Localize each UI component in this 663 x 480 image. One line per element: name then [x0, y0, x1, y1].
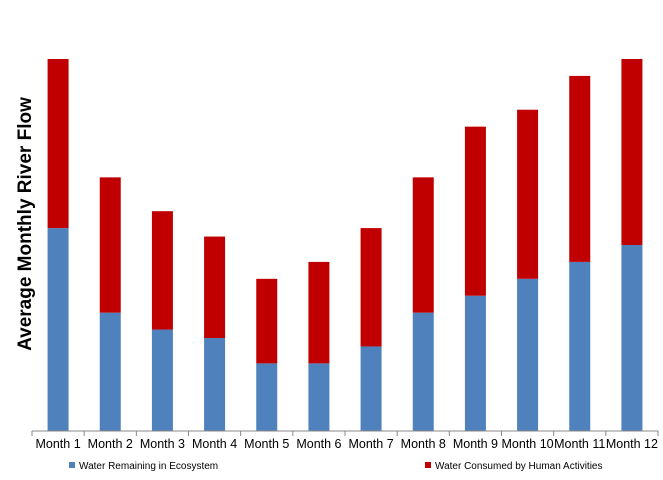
x-tick-label: Month 6	[296, 437, 341, 451]
bar-human-activities-10	[517, 109, 539, 279]
bar-ecosystem-11	[569, 261, 591, 431]
x-tick-label: Month 9	[453, 437, 498, 451]
bar-human-activities-6	[308, 261, 330, 364]
bar-ecosystem-2	[99, 312, 121, 431]
bar-ecosystem-7	[360, 346, 382, 431]
bar-ecosystem-9	[464, 295, 486, 431]
legend-swatch-human-activities	[425, 462, 431, 468]
bar-human-activities-2	[99, 177, 121, 313]
x-tick-label: Month 11	[554, 437, 605, 451]
x-tick-label: Month 3	[140, 437, 185, 451]
bar-human-activities-9	[464, 126, 486, 296]
bar-ecosystem-6	[308, 363, 330, 431]
x-tick-label: Month 12	[606, 437, 658, 451]
bar-human-activities-4	[204, 236, 226, 338]
bar-ecosystem-1	[47, 228, 69, 431]
bar-human-activities-12	[621, 59, 643, 245]
legend-swatch-ecosystem	[69, 462, 75, 468]
x-tick-label: Month 4	[192, 437, 237, 451]
bar-human-activities-11	[569, 75, 591, 262]
bar-ecosystem-5	[256, 363, 278, 431]
bar-ecosystem-12	[621, 245, 643, 431]
legend-label-ecosystem: Water Remaining in Ecosystem	[79, 461, 218, 472]
bar-human-activities-1	[47, 59, 69, 229]
y-axis-label: Average Monthly River Flow	[15, 97, 36, 351]
bar-human-activities-5	[256, 278, 278, 364]
bar-human-activities-8	[412, 177, 434, 313]
bar-human-activities-7	[360, 228, 382, 347]
legend: Water Remaining in Ecosystem Water Consu…	[69, 461, 602, 472]
bar-ecosystem-8	[412, 312, 434, 431]
bar-ecosystem-4	[204, 338, 226, 431]
x-tick-label: Month 5	[244, 437, 289, 451]
x-ticks-group: Month 1 Month 2 Month 3 Month 4 Month 5 Month…	[31, 431, 659, 451]
bars-group	[47, 59, 643, 431]
x-tick-label: Month 7	[348, 437, 393, 451]
bar-ecosystem-3	[151, 329, 173, 431]
x-tick-label: Month 2	[88, 437, 133, 451]
bar-ecosystem-10	[517, 278, 539, 431]
x-tick-label: Month 1	[35, 437, 80, 451]
x-tick-label: Month 8	[401, 437, 446, 451]
bar-human-activities-3	[151, 211, 173, 330]
x-tick-label: Month 10	[502, 437, 554, 451]
legend-label-human-activities: Water Consumed by Human Activities	[435, 461, 602, 472]
